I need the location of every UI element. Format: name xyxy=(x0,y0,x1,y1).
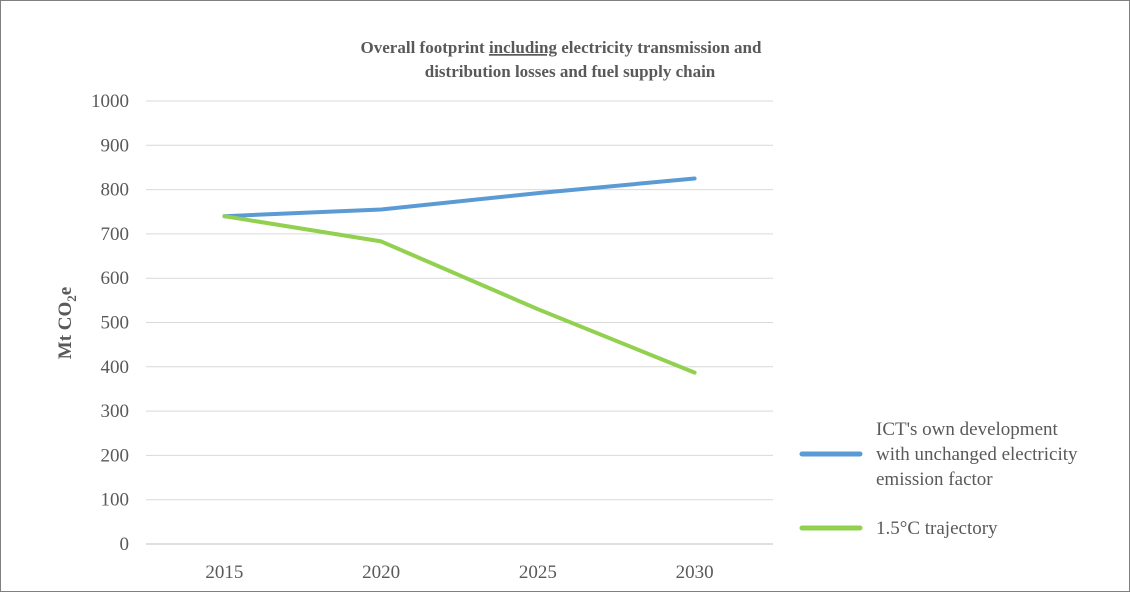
y-axis-title-subscript: 2 xyxy=(64,295,79,302)
legend-label-1-line-3: emission factor xyxy=(876,469,993,490)
y-tick-label-200: 200 xyxy=(101,445,130,466)
x-axis-ticks: 2015 2020 2025 2030 xyxy=(205,562,713,583)
series-lines xyxy=(222,176,697,375)
x-tick-label-2020: 2020 xyxy=(362,562,400,583)
y-tick-label-500: 500 xyxy=(101,313,130,334)
y-axis-title-main: Mt CO xyxy=(55,302,76,360)
y-tick-label-900: 900 xyxy=(101,135,130,156)
y-tick-label-400: 400 xyxy=(101,357,130,378)
chart-title-underlined: including xyxy=(489,38,558,57)
y-axis-title: Mt CO2e xyxy=(55,287,79,359)
chart-title-post: electricity transmission and xyxy=(557,38,762,57)
y-axis-title-tail: e xyxy=(55,287,76,295)
chart-title: Overall footprint including electricity … xyxy=(361,38,762,81)
chart-title-line-2: distribution losses and fuel supply chai… xyxy=(425,62,716,81)
y-tick-label-700: 700 xyxy=(101,224,130,245)
chart-title-line-1: Overall footprint including electricity … xyxy=(361,38,762,57)
chart-title-pre: Overall footprint xyxy=(361,38,489,57)
y-tick-label-300: 300 xyxy=(101,401,130,422)
x-tick-label-2030: 2030 xyxy=(676,562,714,583)
x-tick-label-2015: 2015 xyxy=(205,562,243,583)
y-tick-label-1000: 1000 xyxy=(91,91,129,112)
legend-label-1-line-2: with unchanged electricity xyxy=(876,444,1078,465)
y-tick-label-0: 0 xyxy=(120,534,130,555)
y-axis-ticks: 0 100 200 300 400 500 600 700 800 900 1000 xyxy=(91,91,129,555)
y-tick-label-600: 600 xyxy=(101,268,130,289)
gridlines xyxy=(146,100,773,545)
legend: ICT's own development with unchanged elec… xyxy=(799,419,1078,539)
legend-label-2-line-1: 1.5°C trajectory xyxy=(876,518,998,539)
series-line-1 xyxy=(222,176,697,219)
x-tick-label-2025: 2025 xyxy=(519,562,557,583)
legend-label-1-line-1: ICT's own development xyxy=(876,419,1059,440)
series-line-2 xyxy=(222,214,697,375)
y-tick-label-100: 100 xyxy=(101,490,130,511)
y-tick-label-800: 800 xyxy=(101,180,130,201)
